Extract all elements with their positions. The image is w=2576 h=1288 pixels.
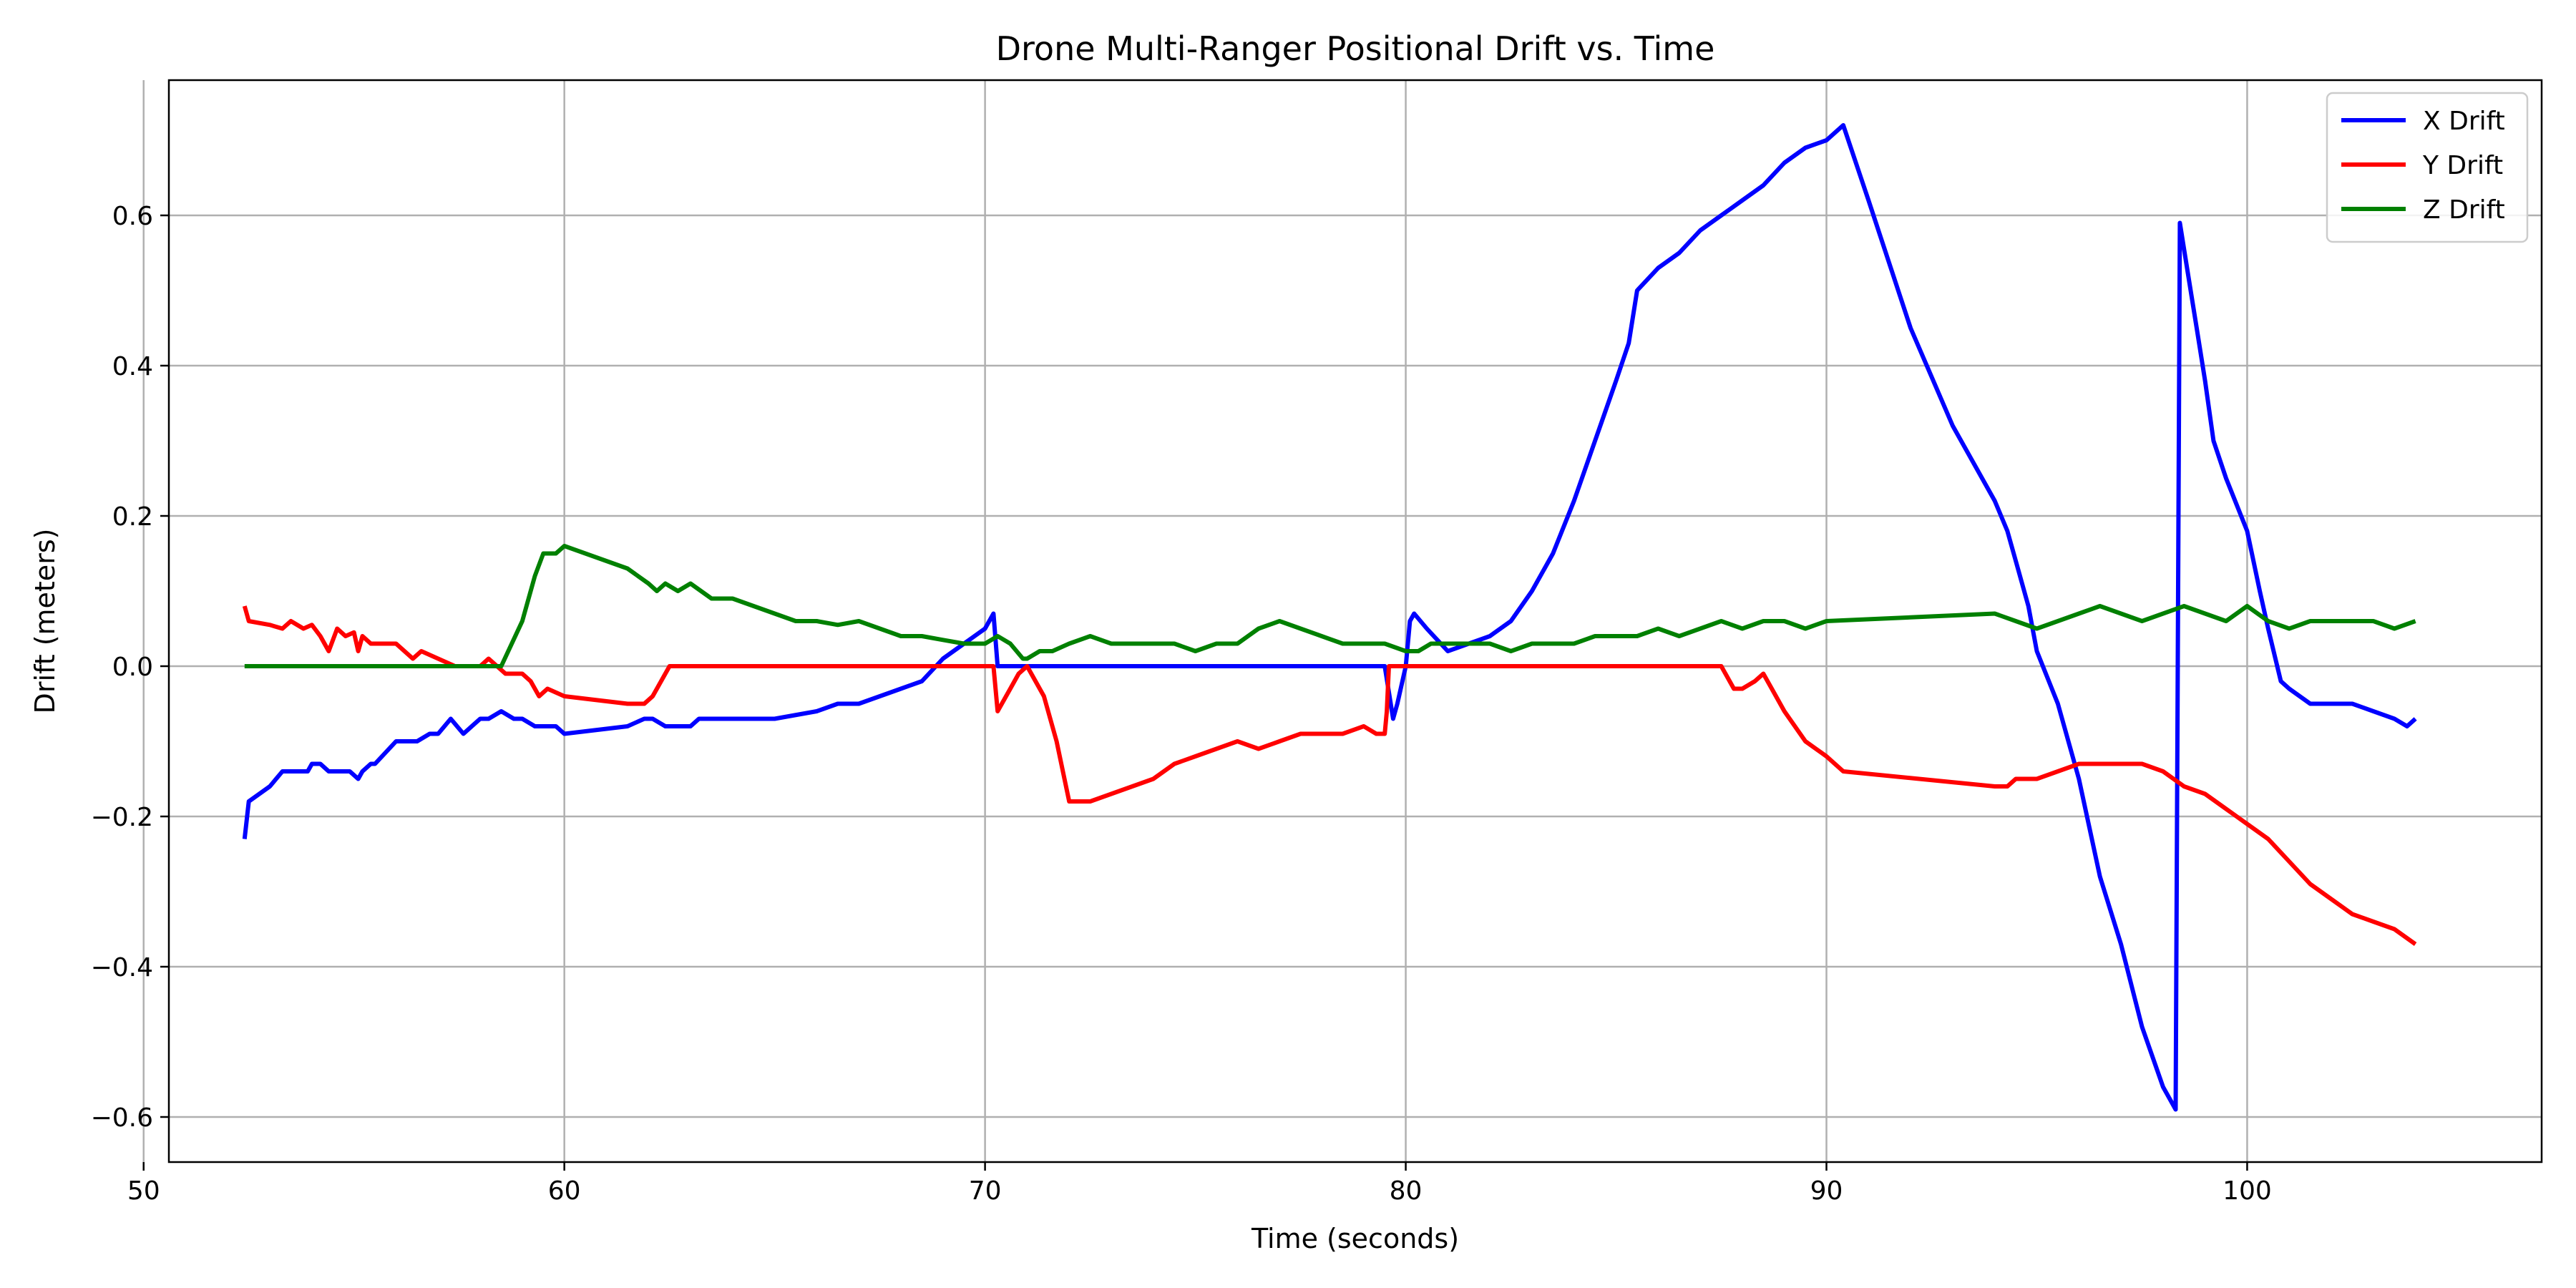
- y-tick-label: 0.0: [112, 653, 153, 682]
- x-tick-label: 70: [969, 1176, 1002, 1206]
- legend-label-y-drift: Y Drift: [2422, 151, 2503, 180]
- x-axis-label: Time (seconds): [1251, 1223, 1459, 1254]
- x-tick-label: 60: [548, 1176, 581, 1206]
- y-tick-label: 0.2: [112, 502, 153, 532]
- chart-title: Drone Multi-Ranger Positional Drift vs. …: [996, 29, 1715, 68]
- y-tick-label: −0.4: [91, 953, 153, 982]
- y-tick-label: 0.4: [112, 352, 153, 381]
- x-tick-label: 50: [127, 1176, 160, 1206]
- legend-box: [2326, 92, 2529, 243]
- legend-label-z-drift: Z Drift: [2423, 195, 2505, 225]
- y-tick-label: −0.6: [91, 1103, 153, 1133]
- axes-frame: [167, 79, 2543, 1163]
- series-line-x-drift: [242, 123, 2417, 1112]
- axis-ticks: 50 60 70 80 90 100 −0.6 −0.4 −0.2 0.0 0.2 0.4 0.6: [91, 202, 2272, 1206]
- x-tick-label: 90: [1810, 1176, 1843, 1206]
- legend-label-x-drift: X Drift: [2423, 107, 2505, 136]
- y-axis-label: Drift (meters): [29, 529, 61, 714]
- series-line-z-drift: [244, 544, 2416, 668]
- plot-area: [242, 123, 2417, 1112]
- x-tick-label: 80: [1390, 1176, 1423, 1206]
- y-tick-label: 0.6: [112, 202, 153, 231]
- series-lines: [242, 123, 2417, 1112]
- legend: X Drift Y Drift Z Drift: [2326, 92, 2529, 243]
- y-tick-label: −0.2: [91, 803, 153, 832]
- x-tick-label: 100: [2223, 1176, 2272, 1206]
- series-line-y-drift: [242, 605, 2417, 946]
